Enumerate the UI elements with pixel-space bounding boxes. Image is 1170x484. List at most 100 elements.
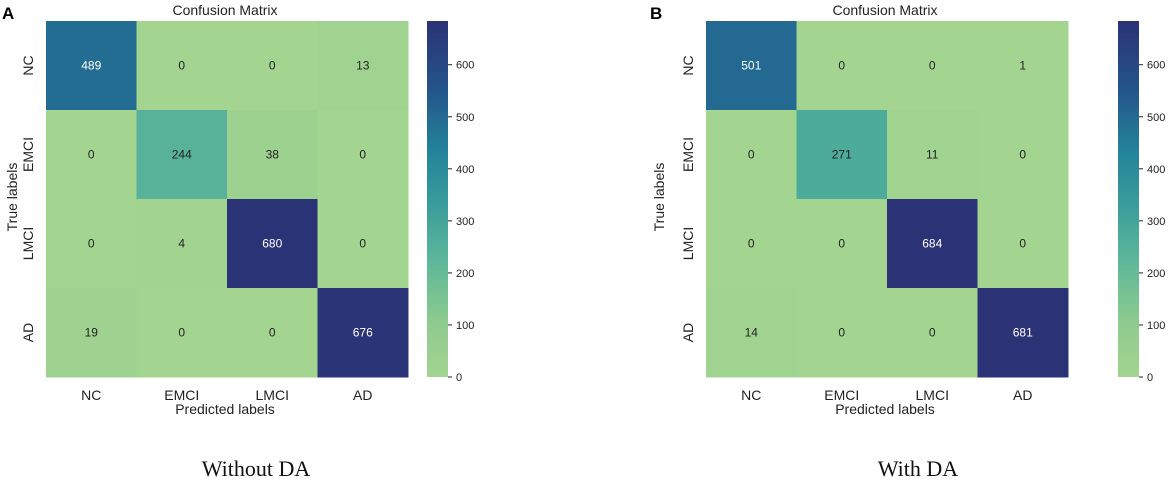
x-tick-lmci: LMCI [916,387,949,403]
colorbar-tick-label: 500 [456,112,474,124]
cell-value: 0 [1019,237,1026,251]
x-tick-nc: NC [741,387,761,403]
x-axis-label: Predicted labels [835,401,935,417]
cell-ad-ad [977,288,1069,378]
panel-letter-b: B [650,4,662,23]
caption-with-da: With DA [878,456,958,481]
cell-emci-emci [796,110,888,200]
cell-nc-emci [796,21,888,111]
colorbar-tick-label: 0 [456,372,462,384]
cell-value: 11 [926,148,939,162]
heatmap-cells [706,21,1069,378]
cell-ad-emci [136,288,228,378]
colorbar-tick-label: 500 [1147,112,1165,124]
y-tick-nc: NC [20,55,36,75]
cell-lmci-lmci [227,199,318,289]
cell-lmci-lmci [887,199,978,289]
cell-value: 0 [359,148,366,162]
x-tick-emci: EMCI [824,387,859,403]
colorbar-tick-label: 600 [1147,60,1165,72]
cell-value: 489 [81,59,101,73]
y-axis-label: True labels [4,163,20,232]
y-tick-lmci: LMCI [20,227,36,260]
cell-emci-nc [706,110,797,200]
cell-value: 0 [929,59,936,73]
cell-value: 0 [838,237,845,251]
cell-value: 0 [1019,148,1026,162]
cell-ad-nc [46,288,137,378]
cell-lmci-ad [317,199,409,289]
colorbar-tick-label: 200 [456,268,474,280]
cell-emci-lmci [227,110,318,200]
cell-ad-ad [317,288,409,378]
cell-emci-ad [317,110,409,200]
y-tick-ad: AD [20,323,36,342]
cell-lmci-ad [977,199,1069,289]
colorbar-ticks: 0 100 200 300 400 500 600 [448,60,474,384]
cell-emci-lmci [887,110,978,200]
y-axis-label: True labels [651,163,667,232]
cell-value: 0 [269,326,276,340]
cell-ad-lmci [227,288,318,378]
cell-ad-emci [796,288,888,378]
cell-nc-nc [706,21,797,111]
cell-lmci-nc [46,199,137,289]
cell-value: 501 [741,59,761,73]
cell-ad-nc [706,288,797,378]
cell-value: 0 [178,59,185,73]
cell-nc-nc [46,21,137,111]
y-tick-labels: NC EMCI LMCI AD [20,55,36,342]
cell-nc-emci [136,21,228,111]
cell-value: 14 [745,326,759,340]
cell-lmci-emci [796,199,888,289]
cell-value: 684 [922,237,942,251]
cell-value: 1 [1019,59,1026,73]
cell-emci-emci [136,110,228,200]
y-tick-emci: EMCI [20,137,36,172]
colorbar [1118,21,1139,377]
x-tick-emci: EMCI [164,387,199,403]
colorbar-tick-label: 0 [1147,372,1153,384]
cell-value: 0 [178,326,185,340]
cell-value: 0 [88,148,95,162]
colorbar-tick-label: 300 [456,216,474,228]
colorbar-ticks: 0 100 200 300 400 500 600 [1139,60,1165,384]
heatmap-cell-labels: 501 0 0 1 0 271 11 0 0 0 684 0 14 0 0 681 [741,59,1033,340]
heatmap-cells [46,21,409,378]
cell-value: 271 [832,148,852,162]
cell-lmci-emci [136,199,228,289]
cell-emci-ad [977,110,1069,200]
cell-value: 0 [359,237,366,251]
y-tick-lmci: LMCI [680,227,696,260]
colorbar-tick-label: 400 [456,164,474,176]
x-tick-ad: AD [353,387,372,403]
x-tick-lmci: LMCI [256,387,289,403]
cell-value: 244 [172,148,192,162]
cell-value: 38 [266,148,280,162]
panel-letter-a: A [2,4,14,23]
y-tick-ad: AD [680,323,696,342]
cell-nc-lmci [227,21,318,111]
cell-value: 0 [838,59,845,73]
cell-lmci-nc [706,199,797,289]
cell-value: 0 [748,148,755,162]
cell-nc-ad [977,21,1069,111]
cell-nc-lmci [887,21,978,111]
cell-value: 676 [353,326,373,340]
cell-value: 0 [748,237,755,251]
cell-value: 4 [178,237,185,251]
y-tick-labels: NC EMCI LMCI AD [680,55,696,342]
y-tick-nc: NC [680,55,696,75]
x-tick-nc: NC [81,387,101,403]
cell-value: 681 [1013,326,1033,340]
x-axis-label: Predicted labels [175,401,275,417]
cell-nc-ad [317,21,409,111]
cell-value: 0 [269,59,276,73]
cell-value: 13 [356,59,370,73]
chart-title: Confusion Matrix [832,2,937,18]
cell-value: 0 [929,326,936,340]
cell-ad-lmci [887,288,978,378]
colorbar-tick-label: 300 [1147,216,1165,228]
cell-value: 0 [838,326,845,340]
caption-without-da: Without DA [202,456,311,481]
